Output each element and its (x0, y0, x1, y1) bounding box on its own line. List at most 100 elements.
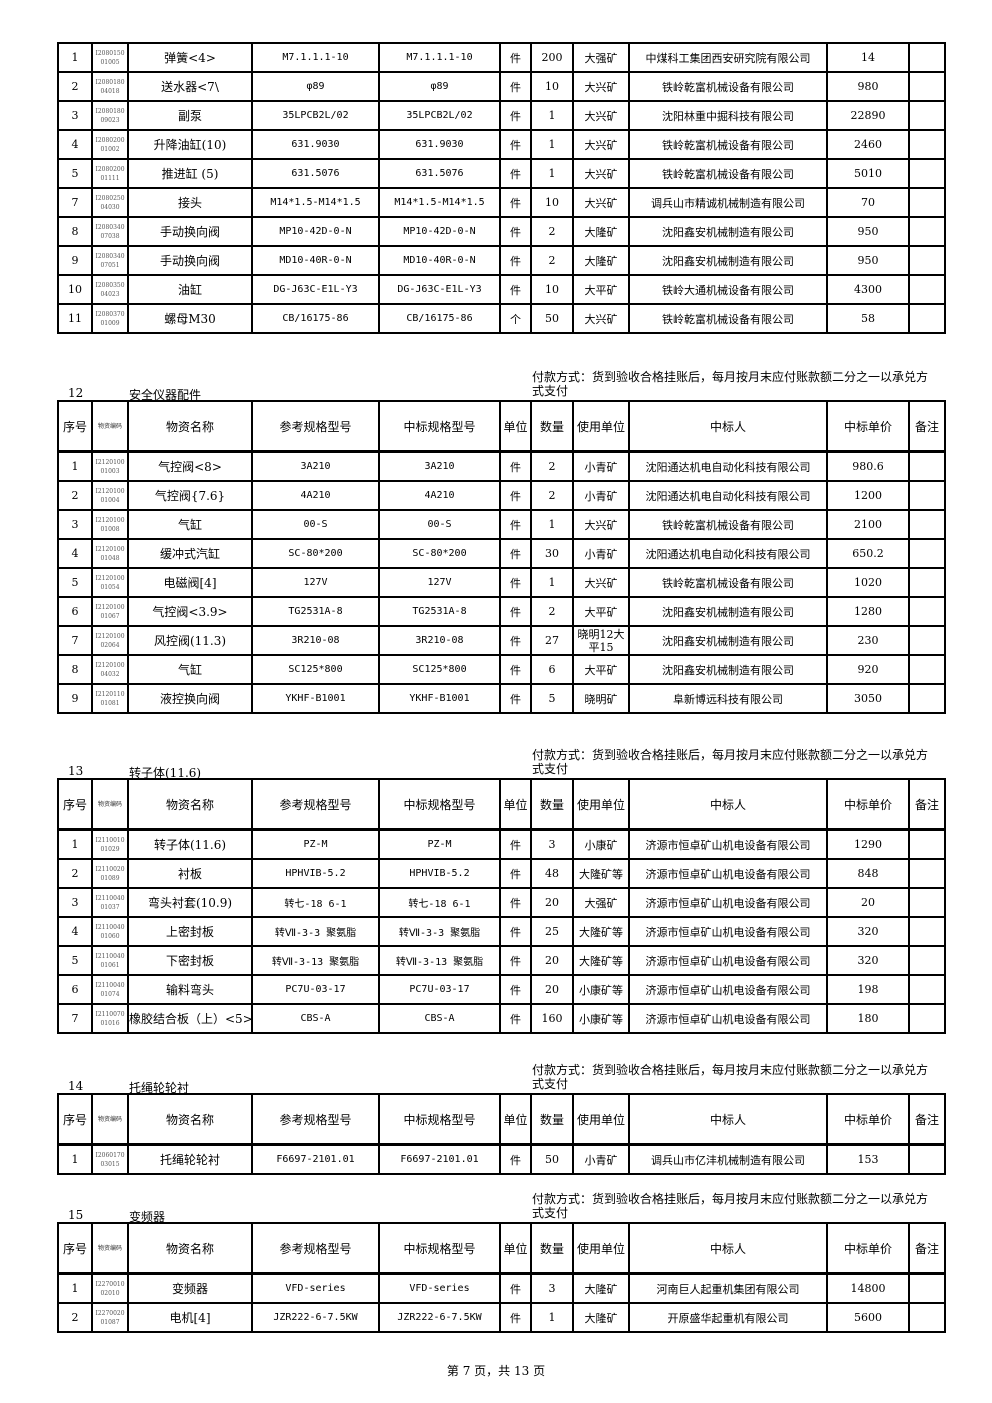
cell-name: 油缸 (127, 274, 253, 305)
cell-ref-spec: 127V (251, 567, 380, 598)
table-row: 1 I2120100 01003 气控阀<8> 3A210 3A210 件 2 小青矿 沈阳通达… (57, 450, 946, 482)
cell-seq: 2 (57, 858, 93, 889)
header-bid-spec: 中标规格型号 (378, 400, 501, 453)
cell-unit-price: 5600 (826, 1302, 910, 1333)
cell-unit: 件 (499, 1302, 532, 1333)
cell-remark (908, 1272, 946, 1304)
header-qty: 数量 (530, 778, 574, 831)
cell-remark (908, 480, 946, 511)
cell-unit-price: 950 (826, 216, 910, 247)
cell-winner: 沈阳林重中掘科技有限公司 (628, 100, 828, 131)
cell-winner: 阜新博远科技有限公司 (628, 683, 828, 714)
cell-code: I2080340 07038 (91, 216, 129, 247)
cell-user-unit: 大隆矿 (572, 245, 630, 276)
cell-qty: 2 (530, 450, 574, 482)
cell-code: I2080180 09023 (91, 100, 129, 131)
cell-code: I2080150 01005 (91, 42, 129, 73)
header-remark: 备注 (908, 1093, 946, 1146)
cell-unit-price: 14 (826, 42, 910, 73)
cell-code: I2080350 04023 (91, 274, 129, 305)
cell-winner: 铁岭大通机械设备有限公司 (628, 274, 828, 305)
cell-winner: 济源市恒卓矿山机电设备有限公司 (628, 858, 828, 889)
cell-user-unit: 大隆矿等 (572, 945, 630, 976)
cell-remark (908, 828, 946, 860)
cell-unit: 件 (499, 538, 532, 569)
section-number: 13 (68, 764, 84, 778)
cell-seq: 8 (57, 654, 93, 685)
cell-unit: 件 (499, 1143, 532, 1175)
cell-seq: 5 (57, 567, 93, 598)
cell-winner: 中煤科工集团西安研究院有限公司 (628, 42, 828, 73)
cell-bid-spec: PZ-M (378, 828, 501, 860)
cell-remark (908, 450, 946, 482)
cell-name: 螺母M30 (127, 303, 253, 334)
cell-unit: 件 (499, 42, 532, 73)
cell-unit-price: 1280 (826, 596, 910, 627)
cell-seq: 2 (57, 480, 93, 511)
cell-bid-spec: 631.9030 (378, 129, 501, 160)
cell-unit: 件 (499, 945, 532, 976)
cell-seq: 3 (57, 100, 93, 131)
cell-qty: 160 (530, 1003, 574, 1034)
cell-ref-spec: 35LPCB2L/02 (251, 100, 380, 131)
cell-remark (908, 1302, 946, 1333)
cell-user-unit: 大兴矿 (572, 303, 630, 334)
cell-code: I2120100 01004 (91, 480, 129, 511)
section-title: 转子体(11.6) (129, 766, 202, 780)
cell-ref-spec: 631.9030 (251, 129, 380, 160)
header-bid-spec: 中标规格型号 (378, 778, 501, 831)
section-title: 安全仪器配件 (129, 388, 202, 402)
cell-qty: 2 (530, 216, 574, 247)
cell-unit: 件 (499, 683, 532, 714)
cell-user-unit: 大隆矿 (572, 1302, 630, 1333)
cell-winner: 开原盛华起重机有限公司 (628, 1302, 828, 1333)
cell-unit: 件 (499, 245, 532, 276)
table-row: 1 I2110010 01029 转子体(11.6) PZ-M PZ-M 件 3 小康矿 济源市… (57, 828, 946, 860)
cell-ref-spec: M14*1.5-M14*1.5 (251, 187, 380, 218)
cell-remark (908, 187, 946, 218)
cell-user-unit: 晓明矿 (572, 683, 630, 714)
table-row: 5 I2110040 01061 下密封板 转Ⅶ-3-13 聚氨脂 转Ⅶ-3-13 聚氨… (57, 945, 946, 976)
header-bid-spec: 中标规格型号 (378, 1093, 501, 1146)
cell-qty: 3 (530, 1272, 574, 1304)
cell-seq: 4 (57, 916, 93, 947)
cell-unit: 件 (499, 71, 532, 102)
cell-seq: 8 (57, 216, 93, 247)
cell-name: 手动换向阀 (127, 216, 253, 247)
header-unit-price: 中标单价 (826, 778, 910, 831)
cell-seq: 1 (57, 42, 93, 73)
cell-unit: 件 (499, 480, 532, 511)
cell-ref-spec: F6697-2101.01 (251, 1143, 380, 1175)
cell-name: 托绳轮轮衬 (127, 1143, 253, 1175)
table-header-row: 序号 物资编码 物资名称 参考规格型号 中标规格型号 单位 数量 使用单位 中标人 中标单价 备注 (57, 1222, 946, 1275)
cell-code: I2110040 01074 (91, 974, 129, 1005)
cell-user-unit: 小康矿 (572, 828, 630, 860)
cell-ref-spec: YKHF-B1001 (251, 683, 380, 714)
cell-unit: 件 (499, 567, 532, 598)
cell-user-unit: 小青矿 (572, 480, 630, 511)
cell-qty: 1 (530, 1302, 574, 1333)
cell-code: I2270020 01087 (91, 1302, 129, 1333)
cell-winner: 铁岭乾富机械设备有限公司 (628, 509, 828, 540)
cell-unit-price: 980.6 (826, 450, 910, 482)
cell-name: 液控换向阀 (127, 683, 253, 714)
header-code: 物资编码 (91, 778, 129, 831)
header-unit: 单位 (499, 1093, 532, 1146)
cell-qty: 1 (530, 567, 574, 598)
cell-name: 副泵 (127, 100, 253, 131)
cell-bid-spec: HPHVIB-5.2 (378, 858, 501, 889)
table-header-row: 序号 物资编码 物资名称 参考规格型号 中标规格型号 单位 数量 使用单位 中标人 中标单价 备注 (57, 1093, 946, 1146)
header-code: 物资编码 (91, 400, 129, 453)
payment-terms: 付款方式：货到验收合格挂账后，每月按月末应付账款额二分之一以承兑方式支付 (532, 370, 929, 398)
cell-remark (908, 303, 946, 334)
cell-user-unit: 大兴矿 (572, 71, 630, 102)
cell-ref-spec: SC-80*200 (251, 538, 380, 569)
cell-winner: 河南巨人起重机集团有限公司 (628, 1272, 828, 1304)
cell-bid-spec: MP10-42D-0-N (378, 216, 501, 247)
cell-bid-spec: 631.5076 (378, 158, 501, 189)
cell-seq: 5 (57, 945, 93, 976)
cell-unit-price: 5010 (826, 158, 910, 189)
header-ref-spec: 参考规格型号 (251, 1222, 380, 1275)
header-seq: 序号 (57, 1093, 93, 1146)
cell-name: 弹簧<4> (127, 42, 253, 73)
